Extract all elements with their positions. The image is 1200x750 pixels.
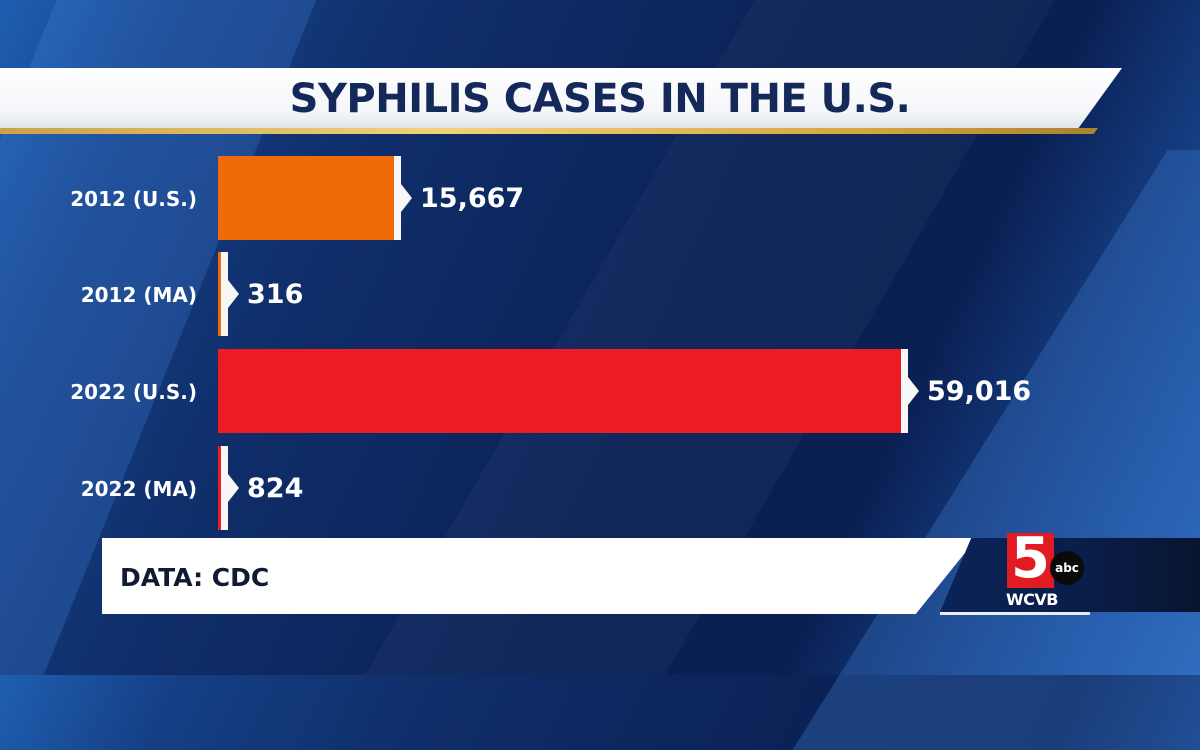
bar-row: 2022 (U.S.) 59,016: [0, 349, 1200, 435]
bar-label: 2022 (MA): [80, 477, 197, 501]
bar-label: 2012 (MA): [80, 283, 197, 307]
bar: [218, 349, 901, 433]
chart-title: SYPHILIS CASES IN THE U.S.: [289, 76, 911, 122]
bar-end-cap: [221, 446, 228, 530]
title-gold-accent: [0, 128, 1098, 134]
bar: [218, 446, 221, 530]
bar-value: 824: [247, 473, 304, 504]
title-banner: [0, 68, 1122, 130]
bar-pointer-icon: [401, 184, 412, 212]
bar-pointer-icon: [228, 474, 239, 502]
bar-pointer-icon: [228, 280, 239, 308]
bar-value: 316: [247, 279, 304, 310]
channel-5-logo-icon: 5: [1007, 529, 1054, 589]
bar-end-cap: [901, 349, 908, 433]
logo-underline: [940, 612, 1090, 615]
bar-label: 2012 (U.S.): [70, 187, 197, 211]
source-banner: [102, 538, 977, 614]
bar-value: 59,016: [927, 376, 1032, 407]
bar-row: 2012 (U.S.) 15,667: [0, 156, 1200, 242]
bar-row: 2022 (MA) 824: [0, 446, 1200, 532]
bar-end-cap: [394, 156, 401, 240]
bar-row: 2012 (MA) 316: [0, 252, 1200, 338]
bar: [218, 252, 221, 336]
bar: [218, 156, 394, 240]
abc-logo-icon: abc: [1050, 551, 1084, 585]
bar-pointer-icon: [908, 377, 919, 405]
bar-label: 2022 (U.S.): [70, 380, 197, 404]
bar-end-cap: [221, 252, 228, 336]
source-label: DATA: CDC: [120, 563, 270, 592]
station-call-sign: WCVB: [1006, 590, 1058, 609]
bar-value: 15,667: [420, 183, 525, 214]
